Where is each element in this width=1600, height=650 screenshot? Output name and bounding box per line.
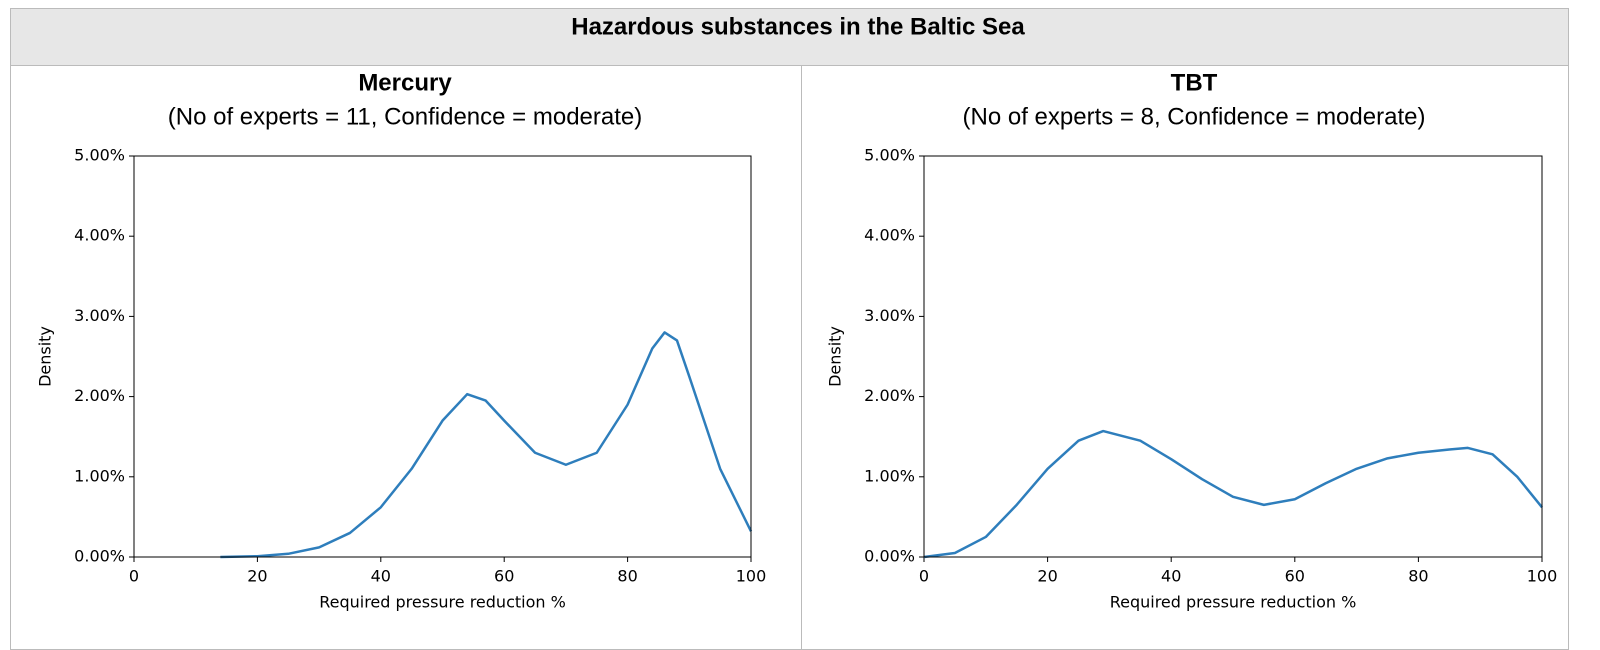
plot-frame: [923, 155, 1543, 558]
x-tick-label: 20: [1037, 567, 1057, 586]
y-tick-label: 3.00%: [74, 306, 125, 325]
x-tick-label: 80: [617, 567, 637, 586]
x-axis-label: Required pressure reduction %: [319, 593, 566, 612]
x-tick-label: 0: [919, 567, 929, 586]
y-tick-label: 2.00%: [864, 386, 915, 405]
header: [10, 8, 1569, 66]
x-tick-label: 40: [371, 567, 391, 586]
y-tick-label: 0.00%: [74, 547, 125, 566]
x-tick-label: 40: [1161, 567, 1181, 586]
density-line: [923, 429, 1543, 559]
y-tick-label: 5.00%: [74, 146, 125, 165]
x-tick-label: 20: [247, 567, 267, 586]
x-tick-label: 0: [129, 567, 139, 586]
density-line: [220, 331, 753, 559]
plot-frame: [133, 155, 752, 558]
frame: [10, 8, 1569, 650]
chart-title: TBT: [1171, 69, 1218, 96]
y-tick-label: 1.00%: [74, 466, 125, 485]
y-tick-label: 3.00%: [864, 306, 915, 325]
x-tick-label: 60: [1285, 567, 1305, 586]
y-axis-label: Density: [826, 326, 845, 387]
y-tick-label: 2.00%: [74, 386, 125, 405]
x-tick-label: 100: [736, 567, 767, 586]
y-axis-label: Density: [36, 326, 55, 387]
chart-subtitle: (No of experts = 11, Confidence = modera…: [168, 103, 642, 130]
y-tick-label: 5.00%: [864, 146, 915, 165]
chart-title: Mercury: [358, 69, 452, 96]
x-tick-label: 100: [1527, 567, 1558, 586]
y-tick-label: 0.00%: [864, 547, 915, 566]
y-tick-label: 4.00%: [74, 226, 125, 245]
page-title: Hazardous substances in the Baltic Sea: [571, 13, 1025, 40]
x-axis-label: Required pressure reduction %: [1110, 593, 1357, 612]
x-tick-label: 60: [494, 567, 514, 586]
y-tick-label: 4.00%: [864, 226, 915, 245]
x-tick-label: 80: [1408, 567, 1428, 586]
y-tick-label: 1.00%: [864, 466, 915, 485]
chart-subtitle: (No of experts = 8, Confidence = moderat…: [963, 103, 1426, 130]
